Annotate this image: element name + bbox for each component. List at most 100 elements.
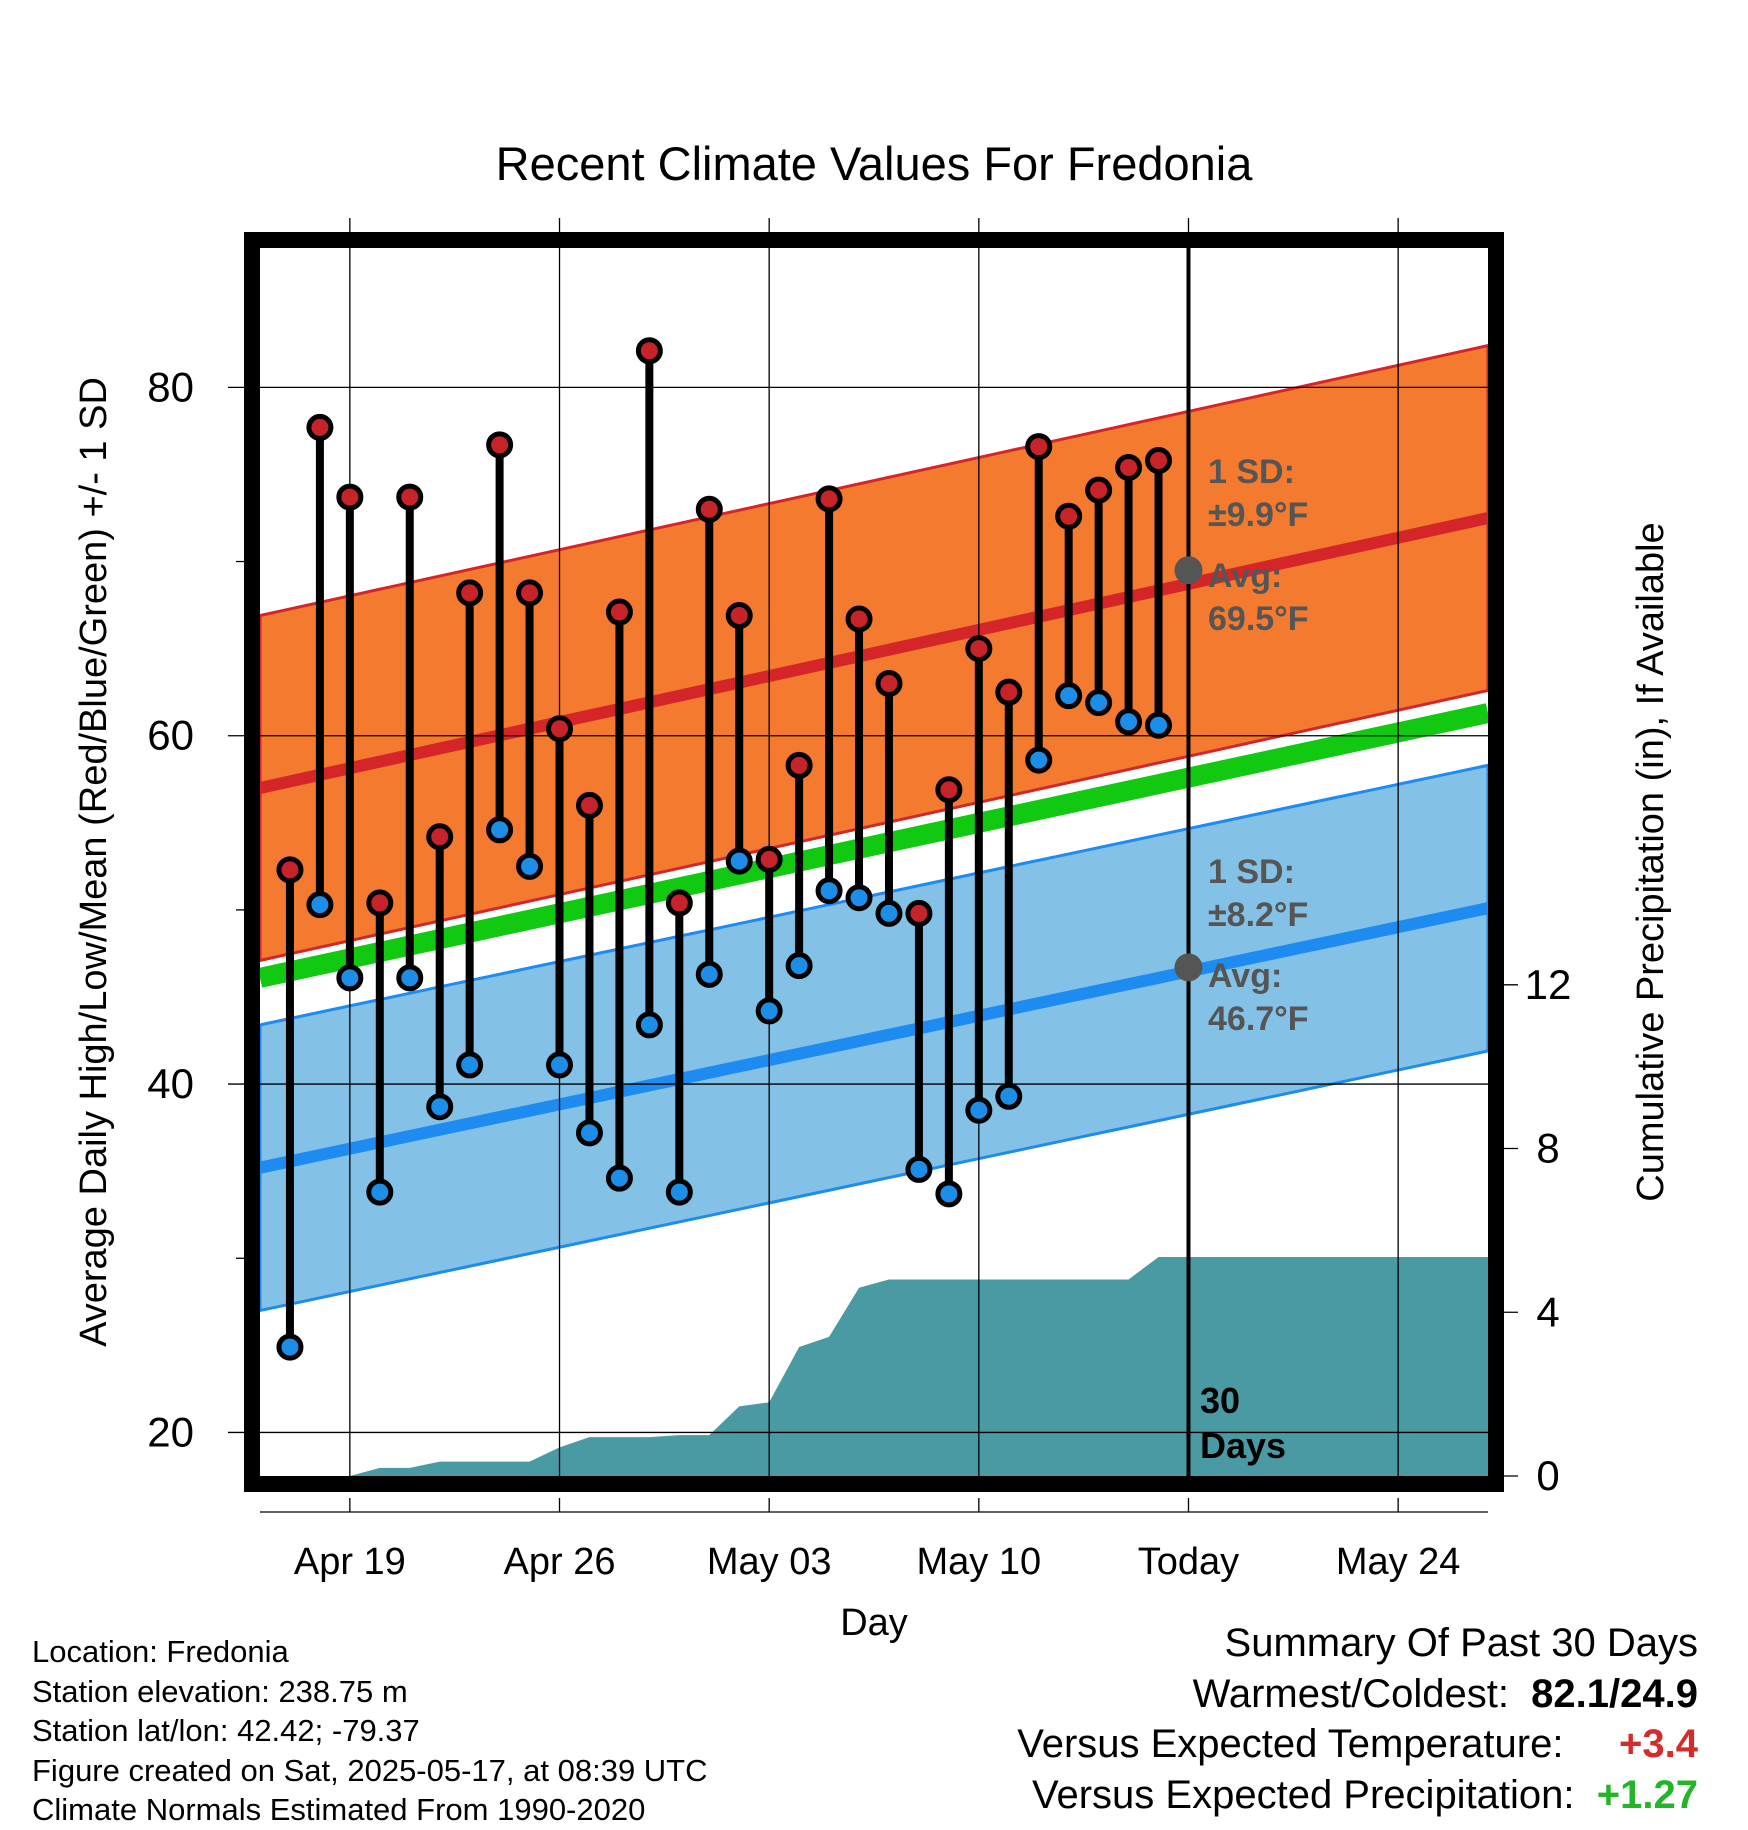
location-text: Location: Fredonia xyxy=(32,1634,289,1669)
summary-temp-row: Versus Expected Temperature: +3.4 xyxy=(1017,1719,1698,1770)
daily-high-point xyxy=(1055,502,1083,530)
high-sd-value: ±9.9°F xyxy=(1208,496,1308,534)
x-tick-label: May 10 xyxy=(917,1541,1042,1583)
elevation-text: Station elevation: 238.75 m xyxy=(32,1673,408,1709)
daily-low-point xyxy=(665,1178,693,1206)
daily-low-point xyxy=(546,1051,574,1079)
daily-low-point xyxy=(875,899,903,927)
daily-marks xyxy=(276,248,1203,1476)
high-sd-label: 1 SD: xyxy=(1208,453,1295,491)
daily-low-point xyxy=(785,952,813,980)
daily-high-point xyxy=(905,899,933,927)
x-tick-label: May 24 xyxy=(1336,1541,1461,1583)
daily-low-point xyxy=(905,1155,933,1183)
daily-high-point xyxy=(575,791,603,819)
daily-high-point xyxy=(396,483,424,511)
daily-low-point xyxy=(516,852,544,880)
low-sd-label: 1 SD: xyxy=(1208,853,1295,891)
daily-low-point xyxy=(276,1333,304,1361)
summary-panel: Summary Of Past 30 Days Warmest/Coldest:… xyxy=(1017,1618,1698,1820)
normal-low-line xyxy=(260,902,1488,1174)
low-avg-label: Avg: xyxy=(1208,957,1282,995)
chart-title: Recent Climate Values For Fredonia xyxy=(496,137,1254,190)
y-tick-label: 40 xyxy=(147,1060,194,1107)
precip-value: +1.27 xyxy=(1596,1772,1698,1817)
daily-high-point xyxy=(965,635,993,663)
normal-high-line xyxy=(260,512,1488,794)
daily-high-point xyxy=(1025,433,1053,461)
x-tick-label: May 03 xyxy=(707,1541,832,1583)
station-info: Location: Fredonia Station elevation: 23… xyxy=(32,1632,708,1830)
daily-high-point xyxy=(935,776,963,804)
y-axis-title: Average Daily High/Low/Mean (Red/Blue/Gr… xyxy=(73,377,115,1347)
daily-high-point xyxy=(995,678,1023,706)
daily-high-point xyxy=(845,605,873,633)
summary-precip-row: Versus Expected Precipitation: +1.27 xyxy=(1017,1770,1698,1821)
daily-high-point xyxy=(635,337,663,365)
daily-low-point xyxy=(1055,682,1083,710)
daily-high-point xyxy=(336,483,364,511)
x-tick-label: Today xyxy=(1138,1541,1239,1583)
daily-high-point xyxy=(695,495,723,523)
daily-low-point xyxy=(995,1082,1023,1110)
x-tick-label: Apr 19 xyxy=(294,1541,406,1583)
daily-low-point xyxy=(695,960,723,988)
created-text: Figure created on Sat, 2025-05-17, at 08… xyxy=(32,1752,708,1788)
low-sd-value: ±8.2°F xyxy=(1208,896,1308,934)
daily-low-point xyxy=(456,1051,484,1079)
high-avg-label: Avg: xyxy=(1208,557,1282,595)
daily-low-point xyxy=(426,1093,454,1121)
precip-label: Versus Expected Precipitation: xyxy=(1032,1772,1575,1817)
daily-low-point xyxy=(306,891,334,919)
plot-border xyxy=(244,232,1504,1492)
daily-low-point xyxy=(396,964,424,992)
y2-tick-label: 8 xyxy=(1536,1125,1559,1172)
y2-axis-title: Cumulative Precipitation (in), If Availa… xyxy=(1630,522,1672,1201)
daily-low-point xyxy=(1145,711,1173,739)
daily-low-point xyxy=(635,1011,663,1039)
daily-high-point xyxy=(516,579,544,607)
daily-low-point xyxy=(366,1178,394,1206)
precip-area xyxy=(349,1257,1488,1476)
daily-high-point xyxy=(665,889,693,917)
daily-low-point xyxy=(605,1164,633,1192)
daily-high-point xyxy=(755,845,783,873)
daily-high-point xyxy=(815,485,843,513)
daily-low-point xyxy=(935,1180,963,1208)
plot-area xyxy=(260,344,1488,1476)
y2-tick-label: 12 xyxy=(1525,961,1572,1008)
daily-high-point xyxy=(1115,453,1143,481)
warmest-label: Warmest/Coldest: xyxy=(1192,1671,1509,1716)
daily-low-point xyxy=(486,816,514,844)
daily-high-point xyxy=(875,669,903,697)
plot-frame xyxy=(244,232,1504,1492)
daily-low-point xyxy=(965,1096,993,1124)
high-avg-value: 69.5°F xyxy=(1208,600,1309,638)
temp-value: +3.4 xyxy=(1619,1722,1698,1766)
daily-low-point xyxy=(845,884,873,912)
daily-high-point xyxy=(546,715,574,743)
daily-low-point xyxy=(575,1119,603,1147)
daily-low-point xyxy=(725,847,753,875)
y-tick-label: 20 xyxy=(147,1408,194,1455)
daily-high-point xyxy=(725,602,753,630)
daily-high-point xyxy=(426,823,454,851)
x-axis-title: Day xyxy=(840,1602,908,1644)
x-tick-label: Apr 26 xyxy=(504,1541,616,1583)
warmest-value: 82.1/24.9 xyxy=(1531,1671,1698,1716)
low-avg-value: 46.7°F xyxy=(1208,1000,1309,1038)
daily-high-point xyxy=(456,579,484,607)
y-tick-label: 80 xyxy=(147,363,194,410)
daily-high-point xyxy=(486,431,514,459)
normal-mean-line xyxy=(260,703,1488,988)
daily-low-point xyxy=(1085,689,1113,717)
daily-high-point xyxy=(785,751,813,779)
daily-high-point xyxy=(366,889,394,917)
daily-low-point xyxy=(336,964,364,992)
summary-warmest-row: Warmest/Coldest: 82.1/24.9 xyxy=(1017,1669,1698,1720)
normals-text: Climate Normals Estimated From 1990-2020 xyxy=(32,1792,646,1827)
daily-low-point xyxy=(815,877,843,905)
y-tick-label: 60 xyxy=(147,712,194,759)
today-days-number: 30 xyxy=(1200,1380,1240,1421)
